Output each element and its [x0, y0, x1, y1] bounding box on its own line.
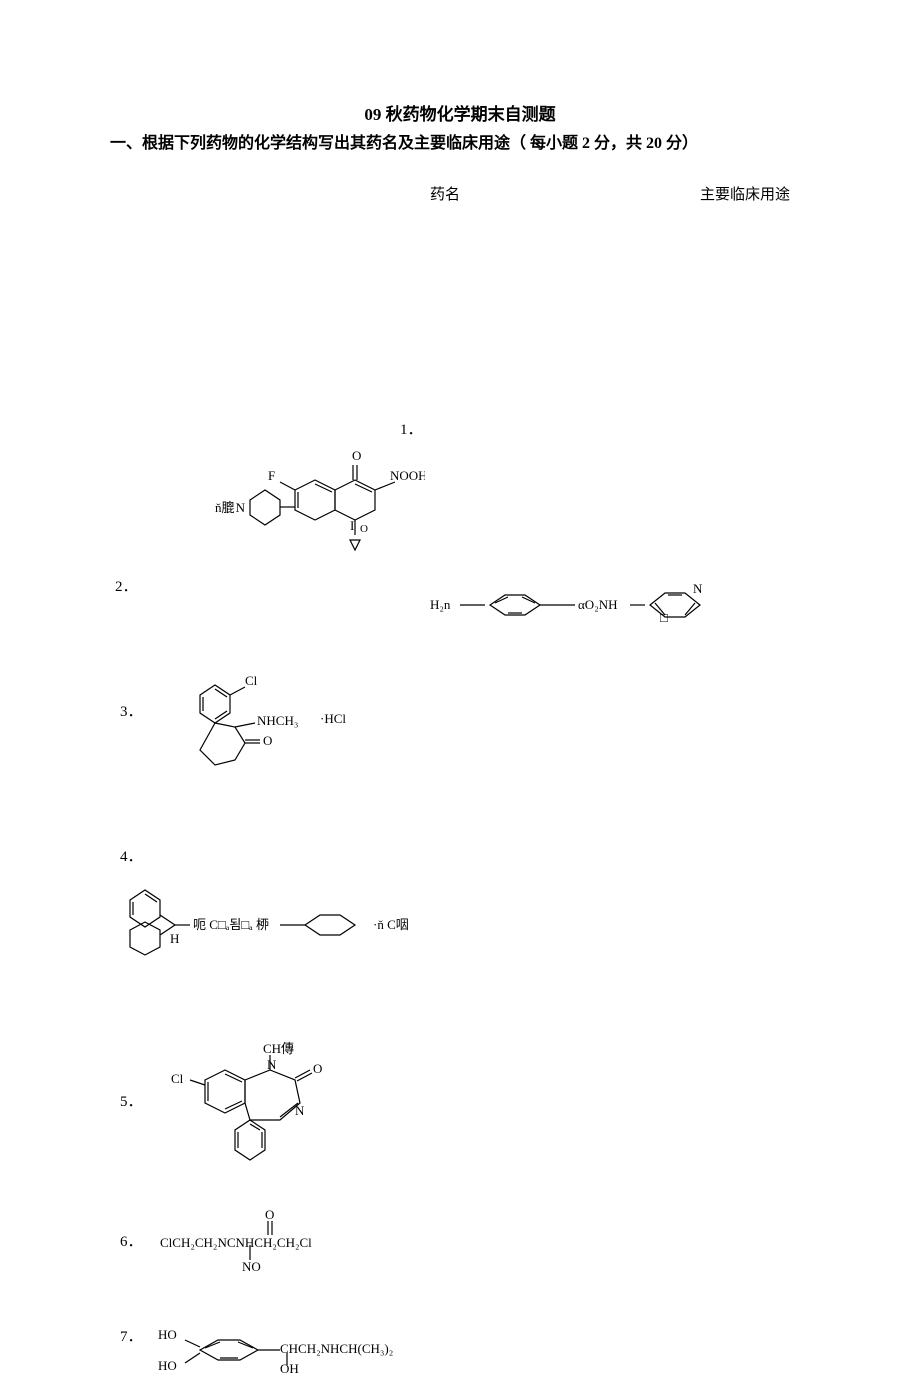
chem-label: ň膍 — [215, 500, 235, 515]
chem-label: NHCH₃ — [257, 713, 298, 728]
chem-label: ·ň C咽 — [373, 917, 409, 932]
chem-label: ClCH₂CH₂NCNHCH₂CH₂Cl — [160, 1235, 312, 1250]
chem-label: CH傳 — [263, 1041, 294, 1056]
structure-5: CH傳 O Cl N N — [155, 1025, 375, 1185]
chem-label: NOOH — [390, 468, 425, 483]
question-number-2: 2． — [115, 575, 138, 596]
chem-label: HO — [158, 1358, 177, 1373]
chem-label: □ — [660, 610, 668, 625]
structure-2: H₂n αO₂NH N □ — [430, 575, 790, 635]
structure-4: 呃 C□ₐ됨□ₐ 桺 H ·ň C咽 — [115, 875, 455, 975]
structure-1: O NOOH F N ň膍 I O — [205, 440, 425, 560]
chem-label: Cl — [245, 673, 258, 688]
chem-label: N — [295, 1103, 305, 1118]
chem-label: O — [265, 1207, 274, 1222]
header-clinical-use: 主要临床用途 — [700, 183, 790, 204]
structure-6: O ClCH₂CH₂NCNHCH₂CH₂Cl NO — [150, 1205, 410, 1275]
chem-label: Cl — [171, 1071, 184, 1086]
chem-label: F — [268, 468, 275, 483]
page-title: 09 秋药物化学期末自测题 — [110, 100, 810, 125]
chem-label: O — [313, 1061, 322, 1076]
header-drug-name: 药名 — [430, 183, 460, 204]
chem-label: N — [693, 581, 703, 596]
question-number-5: 5． — [120, 1090, 143, 1111]
structure-3: Cl NHCH₃ O ·HCl — [145, 665, 405, 795]
chem-label: OH — [280, 1361, 299, 1376]
chem-label: NO — [242, 1259, 261, 1274]
chem-label: 呃 C□ₐ됨□ₐ 桺 — [193, 917, 269, 932]
column-headers: 药名 主要临床用途 — [110, 183, 810, 207]
question-number-7: 7． — [120, 1325, 143, 1346]
chem-label: H₂n — [430, 597, 451, 612]
question-number-1: 1． — [400, 418, 423, 439]
chem-label: I — [350, 518, 354, 533]
chem-label: O — [360, 523, 368, 535]
chem-label: ·HCl — [320, 711, 346, 726]
chem-label: N — [236, 500, 246, 515]
question-number-4: 4． — [120, 845, 143, 866]
chem-label: H — [170, 931, 179, 946]
section-heading: 一、根据下列药物的化学结构写出其药名及主要临床用途（ 每小题 2 分，共 20 … — [110, 129, 810, 153]
chem-label: αO₂NH — [578, 597, 618, 612]
question-number-3: 3． — [120, 700, 143, 721]
chem-label: N — [267, 1057, 277, 1072]
chem-label: HO — [158, 1327, 177, 1342]
chem-label: CHCH₂NHCH(CH₃)₂ — [280, 1341, 393, 1356]
chem-label: O — [352, 448, 361, 463]
chem-label: O — [263, 733, 272, 748]
question-number-6: 6． — [120, 1230, 143, 1251]
structure-7: HO HO CHCH₂NHCH(CH₃)₂ OH — [150, 1315, 450, 1395]
